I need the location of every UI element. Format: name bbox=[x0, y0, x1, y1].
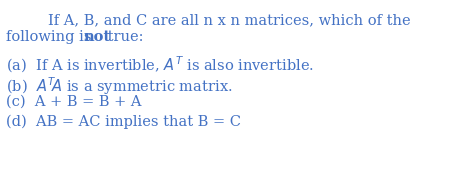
Text: If A, B, and C are all n x n matrices, which of the: If A, B, and C are all n x n matrices, w… bbox=[48, 13, 410, 27]
Text: not: not bbox=[83, 30, 110, 44]
Text: (c)  A + B = B + A: (c) A + B = B + A bbox=[6, 95, 142, 109]
Text: (a)  If A is invertible, $A^T$ is also invertible.: (a) If A is invertible, $A^T$ is also in… bbox=[6, 55, 314, 75]
Text: following is: following is bbox=[6, 30, 96, 44]
Text: (d)  AB = AC implies that B = C: (d) AB = AC implies that B = C bbox=[6, 115, 241, 129]
Text: true:: true: bbox=[103, 30, 143, 44]
Text: (b)  $A^T\!A$ is a symmetric matrix.: (b) $A^T\!A$ is a symmetric matrix. bbox=[6, 75, 233, 97]
